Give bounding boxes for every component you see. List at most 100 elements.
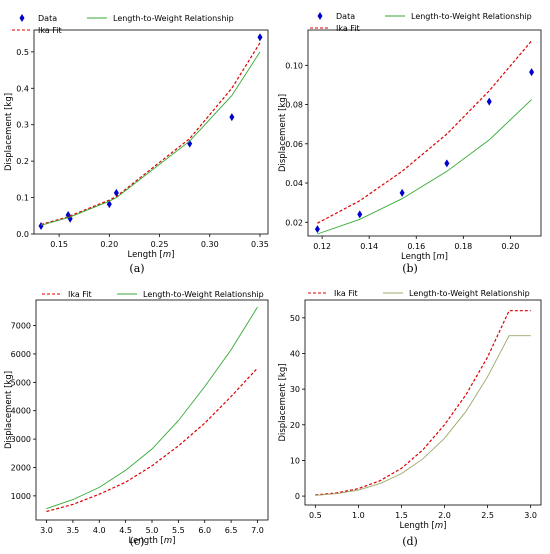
relationship-line [315, 335, 531, 496]
relationship-line [46, 306, 258, 510]
x-tick-label: 7.0 [251, 526, 264, 535]
fit-line [40, 42, 261, 226]
chart-panel-1: 0.12 0.14 0.16 0.18 0.20 0.02 0.04 0.06 0.08 0.10… [278, 12, 542, 262]
x-tick-label: 0.16 [407, 242, 425, 251]
x-axis-label-bracket: ] [443, 521, 446, 531]
x-tick-label: 3.5 [67, 526, 80, 535]
x-axis-label-unit: m [163, 250, 171, 260]
y-tick-label: 2000 [11, 463, 31, 472]
x-tick-label: 0.25 [151, 240, 169, 249]
plot-frame [35, 299, 269, 521]
y-tick-label: 10 [290, 456, 300, 465]
x-tick-label: 3.0 [524, 511, 537, 520]
y-tick-label: 3000 [11, 435, 31, 444]
y-axis-label: Displacement [kg] [278, 363, 288, 441]
data-point [486, 97, 492, 106]
x-tick-label: 0.15 [50, 240, 68, 249]
y-tick-label: 6000 [11, 350, 31, 359]
plot-frame [33, 29, 269, 235]
legend-label: Length-to-Weight Relationship [143, 290, 264, 299]
plot-frame [304, 299, 542, 506]
x-axis-label-bracket: ] [172, 536, 175, 546]
data-point [314, 225, 320, 234]
x-axis-label-text: Length [ [128, 250, 163, 260]
x-tick-label: 5.0 [146, 526, 159, 535]
x-axis-label-bracket: ] [445, 252, 448, 262]
data-point [229, 113, 235, 122]
x-tick-label: 2.0 [438, 511, 451, 520]
x-axis-label-bracket: ] [171, 250, 174, 260]
data-point [357, 210, 363, 219]
y-tick-label: 30 [290, 385, 300, 394]
x-axis-label-text: Length [ [129, 536, 164, 546]
data-point [529, 68, 535, 77]
x-tick-label: 0.35 [251, 240, 269, 249]
x-axis-label-unit: m [164, 536, 172, 546]
legend-label: Length-to-Weight Relationship [113, 14, 234, 23]
panel-label-c: (c) [130, 535, 145, 548]
y-tick-label: 0.06 [285, 140, 303, 149]
y-tick-label: 7000 [11, 322, 31, 331]
legend-marker [19, 14, 25, 22]
y-tick-label: 0.10 [285, 61, 303, 70]
x-tick-label: 0.5 [309, 511, 322, 520]
y-tick-label: 4000 [11, 407, 31, 416]
x-tick-label: 4.0 [93, 526, 106, 535]
y-tick-label: 0.4 [16, 84, 29, 93]
plot-frame [307, 29, 542, 237]
fit-line [315, 310, 531, 496]
y-tick-label: 0.04 [285, 179, 303, 188]
y-tick-label: 0.2 [16, 157, 29, 166]
x-axis-label: Length [m] [400, 521, 447, 531]
x-tick-label: 0.30 [201, 240, 219, 249]
x-axis-label-unit: m [435, 521, 443, 531]
legend-label: Ika Fit [68, 290, 92, 299]
legend-label: Ika Fit [334, 289, 358, 298]
y-axis-label: Displacement [kg] [4, 371, 14, 449]
x-tick-label: 0.20 [501, 242, 519, 251]
x-tick-label: 2.5 [481, 511, 494, 520]
y-tick-label: 0.3 [16, 121, 29, 130]
chart-panel-2: 3.0 3.5 4.0 4.5 5.0 5.5 6.0 6.5 7.0 1000 2000 3000 4… [4, 290, 269, 546]
x-tick-label: 1.5 [395, 511, 408, 520]
legend-marker [317, 12, 323, 20]
relationship-line [317, 99, 532, 235]
x-axis-label-unit: m [436, 252, 444, 262]
x-tick-label: 6.5 [225, 526, 238, 535]
y-tick-label: 0 [295, 492, 300, 501]
x-axis-label-text: Length [ [401, 252, 436, 262]
chart-panel-0: 0.15 0.20 0.25 0.30 0.35 0.0 0.1 0.2 0.3 0.4 0.5 Le… [4, 14, 269, 260]
x-tick-label: 0.18 [454, 242, 472, 251]
fit-line [317, 40, 533, 224]
y-tick-label: 0.0 [16, 230, 29, 239]
chart-panel-3: 0.5 1.0 1.5 2.0 2.5 3.0 0 10 20 30 40 50 Length [m] D… [278, 289, 542, 531]
x-tick-label: 6.0 [198, 526, 211, 535]
legend-label: Length-to-Weight Relationship [409, 289, 530, 298]
legend-label: Ika Fit [336, 24, 360, 33]
panel-label-b: (b) [402, 262, 418, 275]
x-tick-label: 0.12 [313, 242, 331, 251]
x-tick-label: 0.20 [100, 240, 118, 249]
panel-label-a: (a) [129, 262, 144, 275]
x-tick-label: 4.5 [119, 526, 132, 535]
x-axis-label: Length [m] [128, 250, 175, 260]
x-tick-label: 1.0 [352, 511, 365, 520]
x-axis-label: Length [m] [129, 536, 176, 546]
data-point [257, 33, 263, 42]
x-tick-label: 3.0 [40, 526, 53, 535]
data-point [38, 221, 44, 230]
relationship-line [40, 51, 261, 226]
data-point [444, 159, 450, 168]
x-axis-label-text: Length [ [400, 521, 435, 531]
y-tick-label: 0.02 [285, 218, 303, 227]
y-axis-label: Displacement [kg] [4, 93, 14, 171]
y-axis-label: Displacement [kg] [278, 94, 288, 172]
y-tick-label: 20 [290, 421, 300, 430]
y-tick-label: 50 [290, 314, 300, 323]
fit-line [46, 367, 258, 513]
y-tick-label: 0.5 [16, 48, 29, 57]
legend-label: Data [336, 12, 355, 21]
x-tick-label: 0.14 [360, 242, 378, 251]
legend-label: Data [38, 14, 57, 23]
